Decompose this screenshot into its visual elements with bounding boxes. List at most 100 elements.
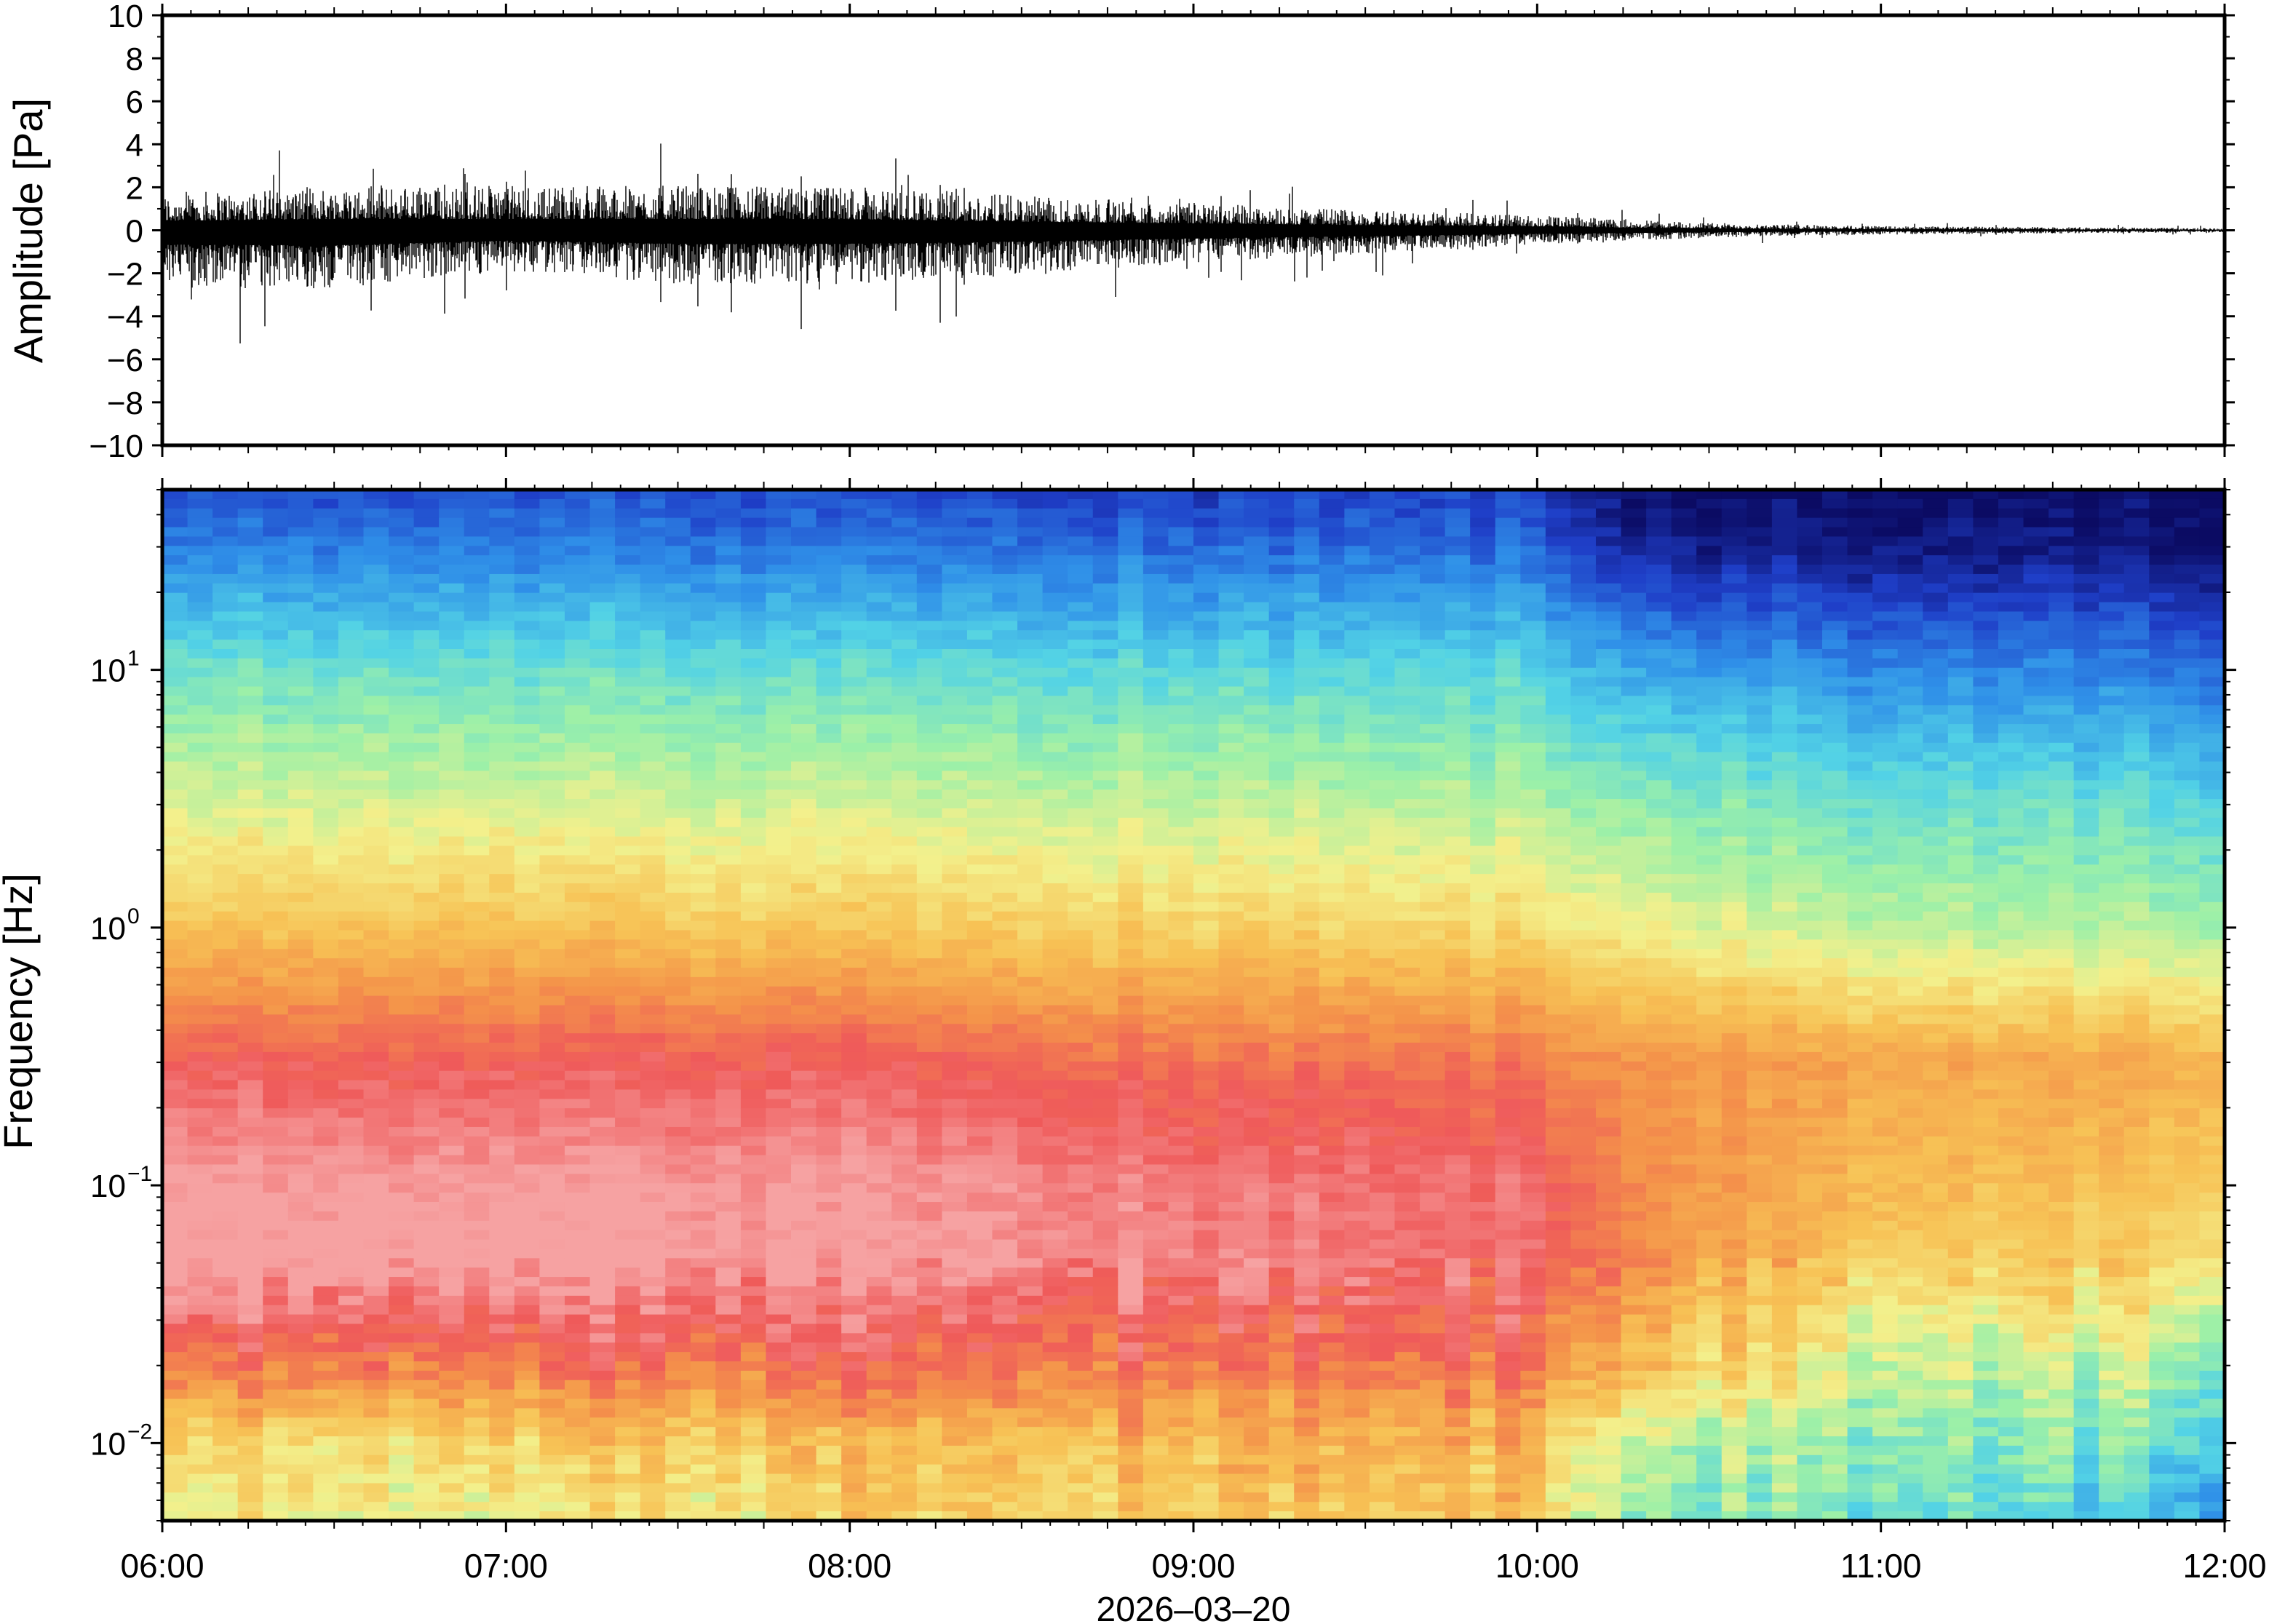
- spectrogram-cell: [263, 1454, 289, 1465]
- spectrogram-cell: [690, 546, 717, 556]
- spectrogram-cell: [1244, 677, 1270, 688]
- spectrogram-cell: [740, 724, 767, 734]
- spectrogram-cell: [263, 976, 289, 987]
- spectrogram-cell: [589, 1118, 616, 1128]
- spectrogram-cell: [1218, 883, 1244, 893]
- spectrogram-cell: [916, 976, 943, 987]
- spectrogram-cell: [489, 780, 515, 791]
- spectrogram-cell: [766, 958, 792, 968]
- spectrogram-cell: [237, 705, 264, 715]
- spectrogram-cell: [866, 611, 893, 622]
- spectrogram-cell: [640, 490, 667, 500]
- spectrogram-cell: [1092, 1267, 1119, 1278]
- spectrogram-cell: [338, 1445, 365, 1456]
- spectrogram-cell: [1042, 930, 1068, 941]
- spectrogram-cell: [363, 1380, 389, 1390]
- spectrogram-cell: [942, 546, 968, 556]
- spectrogram-cell: [1168, 1118, 1194, 1128]
- spectrogram-cell: [841, 976, 867, 987]
- spectrogram-cell: [1218, 1483, 1244, 1494]
- spectrogram-cell: [413, 1361, 440, 1372]
- spectrogram-cell: [589, 855, 616, 866]
- spectrogram-cell: [1193, 780, 1220, 791]
- spectrogram-cell: [363, 1174, 389, 1185]
- spectrogram-cell: [942, 1249, 968, 1259]
- spectrogram-cell: [162, 1502, 188, 1512]
- spectrogram-cell: [942, 892, 968, 903]
- spectrogram-cell: [992, 1155, 1018, 1166]
- spectrogram-cell: [489, 648, 515, 659]
- spectrogram-cell: [1092, 733, 1119, 744]
- spectrogram-cell: [162, 715, 188, 725]
- spectrogram-cell: [539, 911, 565, 922]
- spectrogram-cell: [212, 546, 239, 556]
- spectrogram-cell: [992, 967, 1018, 978]
- spectrogram-cell: [816, 648, 842, 659]
- spectrogram-cell: [1168, 527, 1194, 538]
- spectrogram-cell: [690, 1380, 717, 1390]
- spectrogram-cell: [212, 1155, 239, 1166]
- spectrogram-cell: [715, 920, 742, 931]
- spectrogram-cell: [1042, 1089, 1068, 1100]
- spectrogram-cell: [363, 1126, 389, 1137]
- spectrogram-cell: [992, 640, 1018, 650]
- spectrogram-cell: [1092, 667, 1119, 678]
- spectrogram-cell: [1092, 1033, 1119, 1043]
- spectrogram-cell: [841, 1492, 867, 1503]
- spectrogram-cell: [841, 1080, 867, 1091]
- spectrogram-cell: [237, 527, 264, 538]
- spectrogram-cell: [816, 508, 842, 519]
- spectrogram-cell: [665, 490, 691, 500]
- spectrogram-cell: [539, 527, 565, 538]
- spectrogram-cell: [791, 1427, 817, 1437]
- spectrogram-cell: [1118, 742, 1144, 753]
- spectrogram-cell: [740, 583, 767, 594]
- spectrogram-cell: [1218, 1380, 1244, 1390]
- spectrogram-cell: [1017, 808, 1044, 819]
- spectrogram-cell: [263, 696, 289, 706]
- spectrogram-cell: [237, 939, 264, 950]
- spectrogram-cell: [237, 1454, 264, 1465]
- spectrogram-cell: [287, 1408, 314, 1419]
- spectrogram-cell: [992, 1398, 1018, 1409]
- spectrogram-cell: [841, 789, 867, 800]
- spectrogram-cell: [564, 1352, 591, 1362]
- spectrogram-cell: [162, 1155, 188, 1166]
- spectrogram-cell: [891, 1324, 918, 1334]
- spectrogram-cell: [313, 573, 339, 584]
- spectrogram-cell: [1092, 621, 1119, 632]
- spectrogram-cell: [665, 958, 691, 968]
- spectrogram-cell: [1068, 592, 1094, 603]
- spectrogram-cell: [740, 1483, 767, 1494]
- spectrogram-cell: [237, 498, 264, 509]
- spectrogram-cell: [212, 1164, 239, 1175]
- spectrogram-cell: [640, 527, 667, 538]
- spectrogram-cell: [690, 621, 717, 632]
- spectrogram-cell: [891, 1295, 918, 1306]
- spectrogram-cell: [615, 1193, 641, 1203]
- spectrogram-cell: [162, 630, 188, 640]
- spectrogram-cell: [966, 1427, 993, 1437]
- spectrogram-cell: [187, 1295, 213, 1306]
- spectrogram-cell: [841, 1370, 867, 1381]
- spectrogram-cell: [1118, 780, 1144, 791]
- spectrogram-cell: [162, 498, 188, 509]
- spectrogram-cell: [1193, 1089, 1220, 1100]
- spectrogram-cell: [891, 901, 918, 912]
- spectrogram-cell: [338, 1417, 365, 1428]
- spectrogram-cell: [338, 1277, 365, 1287]
- spectrogram-cell: [1168, 677, 1194, 688]
- spectrogram-cell: [791, 1183, 817, 1193]
- spectrogram-cell: [338, 1043, 365, 1053]
- spectrogram-cell: [1143, 836, 1169, 847]
- spectrogram-cell: [464, 1202, 490, 1212]
- spectrogram-cell: [1244, 658, 1270, 669]
- spectrogram-cell: [715, 883, 742, 893]
- spectrogram-cell: [841, 1126, 867, 1137]
- spectrogram-cell: [942, 808, 968, 819]
- spectrogram-cell: [690, 995, 717, 1006]
- spectrogram-cell: [1143, 752, 1169, 763]
- spectrogram-cell: [589, 705, 616, 715]
- spectrogram-cell: [841, 696, 867, 706]
- spectrogram-cell: [966, 621, 993, 632]
